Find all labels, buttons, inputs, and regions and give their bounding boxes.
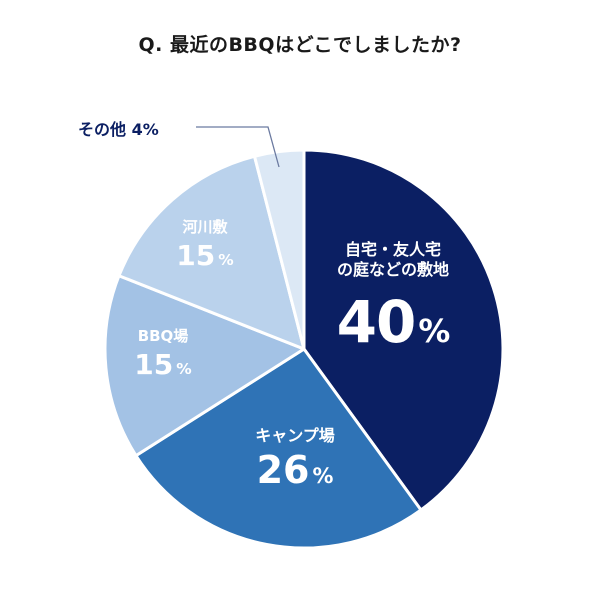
slice-label-camp: キャンプ場 26% xyxy=(220,426,370,492)
slice-name: キャンプ場 xyxy=(255,426,335,445)
slice-percent: 40% xyxy=(336,288,451,356)
leader-line xyxy=(196,126,280,168)
slice-label-home: 自宅・友人宅 の庭などの敷地 40% xyxy=(318,240,468,356)
slice-label-river: 河川敷 15% xyxy=(160,218,250,272)
slice-name: 河川敷 xyxy=(182,218,228,236)
pie-slice xyxy=(253,148,306,351)
slice-percent: 26% xyxy=(256,448,334,492)
chart-title: Q. 最近のBBQはどこでしましたか? xyxy=(138,34,462,56)
slice-name: BBQ場 xyxy=(137,327,189,345)
pie-slice xyxy=(117,154,306,351)
pie-slice xyxy=(103,274,306,458)
slice-percent: 15% xyxy=(176,238,234,272)
slice-label-bbq: BBQ場 15% xyxy=(118,327,208,381)
slice-name: の庭などの敷地 xyxy=(336,260,449,279)
slice-percent: 15% xyxy=(134,347,192,381)
slice-label-other: その他 4% xyxy=(78,120,159,139)
slice-name: 自宅・友人宅 xyxy=(344,240,441,259)
pie-slice xyxy=(302,148,505,512)
pie-slice xyxy=(134,347,423,550)
